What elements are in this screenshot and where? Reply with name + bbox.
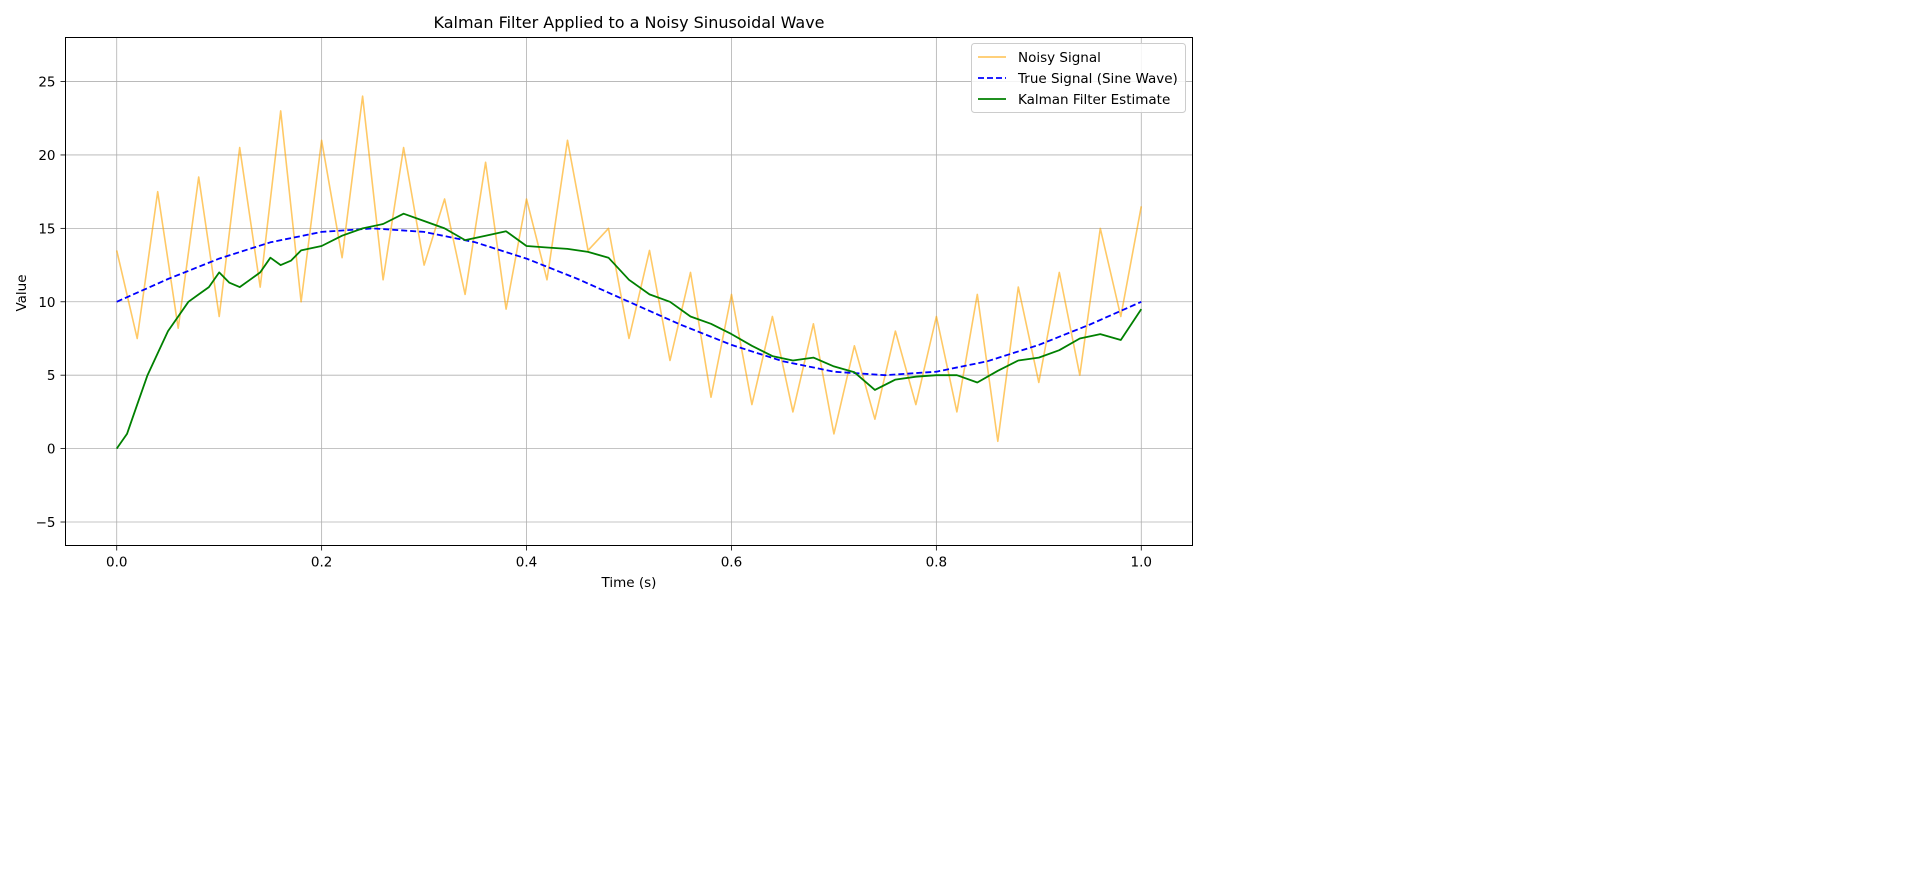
series-line-1 (115, 95, 1143, 443)
y-tick-label: 25 (38, 75, 55, 91)
legend-label-3: Kalman Filter Estimate (1018, 92, 1170, 108)
x-tick-label: 0.0 (106, 555, 127, 571)
legend-label-2: True Signal (Sine Wave) (1017, 71, 1178, 87)
y-tick-label: 15 (38, 221, 55, 237)
x-axis-label: Time (s) (601, 575, 657, 591)
y-tick-label: 0 (47, 442, 56, 458)
y-axis-label: Value (14, 274, 30, 311)
legend-label-1: Noisy Signal (1018, 50, 1101, 66)
legend-box (971, 43, 1186, 113)
axis-ticks: 0.0 0.2 0.4 0.6 0.8 1.0 −5 0 5 10 15 20 25 (36, 75, 1152, 571)
series-line-3 (115, 212, 1143, 450)
chart-title: Kalman Filter Applied to a Noisy Sinusoi… (433, 13, 824, 32)
x-tick-label: 0.4 (516, 555, 537, 571)
x-tick-label: 0.2 (311, 555, 332, 571)
plot-area-frame (65, 37, 1193, 546)
y-tick-label: 5 (47, 368, 56, 384)
series-line-2 (116, 227, 1142, 377)
x-tick-label: 0.8 (926, 555, 947, 571)
y-tick-label: 10 (38, 295, 55, 311)
y-tick-label: −5 (36, 515, 56, 531)
y-tick-label: 20 (38, 148, 55, 164)
x-tick-label: 0.6 (721, 555, 742, 571)
x-tick-label: 1.0 (1131, 555, 1152, 571)
legend: Noisy Signal True Signal (Sine Wave) Kalma… (971, 43, 1186, 113)
series-lines (115, 95, 1143, 450)
